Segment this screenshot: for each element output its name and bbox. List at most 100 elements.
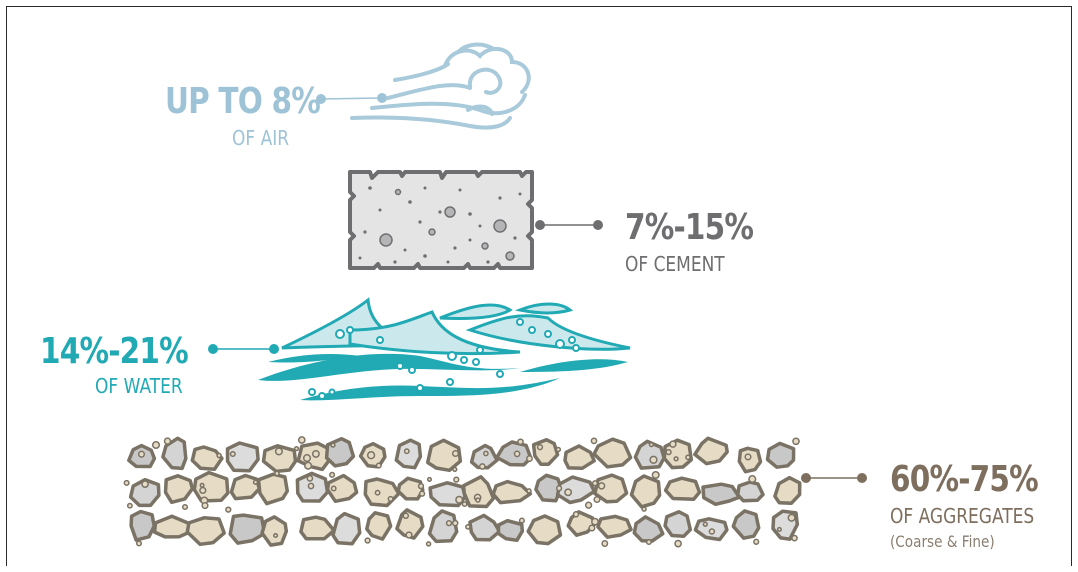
aggregate-pebble (536, 444, 544, 451)
aggregate-pebble (792, 437, 800, 446)
aggregate-stone (260, 515, 289, 547)
aggregate-stone (129, 509, 156, 542)
aggregate-pebble (465, 524, 471, 530)
aggregate-stone (663, 510, 693, 539)
cement-percent: 7%-15% (625, 207, 754, 248)
aggregate-stone (765, 441, 796, 469)
aggregate-pebble (297, 436, 306, 444)
aggregate-stone (593, 473, 629, 504)
water-label: OF WATER (95, 374, 183, 398)
aggregate-pebble (455, 495, 464, 504)
aggregates-connector (801, 473, 867, 483)
aggregate-pebble (451, 519, 459, 527)
aggregate-pebble (329, 471, 336, 478)
aggregate-pebble (306, 475, 314, 482)
aggregate-pebble (478, 463, 486, 470)
aggregate-stone (735, 480, 765, 503)
aggregate-stone (496, 518, 525, 543)
aggregate-stone (663, 476, 702, 501)
aggregate-pebble (425, 541, 432, 547)
aggregate-pebble (674, 539, 682, 548)
aggregate-pebble (518, 517, 525, 524)
aggregate-pebble (141, 480, 149, 488)
aggregate-stone (531, 437, 560, 467)
aggregate-pebble (225, 506, 232, 513)
aggregate-stone (469, 443, 499, 470)
aggregate-stone (394, 438, 423, 470)
water-percent: 14%-21% (40, 331, 189, 372)
aggregate-pebble (387, 495, 394, 502)
aggregate-pebble (555, 485, 563, 492)
aggregate-pebble (641, 506, 647, 512)
aggregate-pebble (311, 449, 320, 458)
aggregate-stone (128, 477, 161, 508)
aggregate-pebble (199, 486, 207, 495)
air-cloud-icon (350, 42, 531, 130)
cement-label: OF CEMENT (625, 252, 725, 276)
aggregate-pebble (787, 513, 796, 522)
aggregate-pebble (445, 519, 453, 527)
aggregate-stone (152, 514, 194, 539)
aggregate-pebble (776, 526, 782, 532)
aggregate-stone (331, 511, 362, 546)
aggregate-pebble (452, 466, 458, 473)
aggregate-pebble (123, 479, 130, 486)
aggregate-pebble (199, 482, 205, 488)
aggregate-stone (592, 437, 633, 469)
cement-connector (535, 220, 603, 230)
aggregate-pebble (374, 489, 381, 496)
aggregate-stone (228, 513, 267, 545)
aggregate-pebble (426, 476, 433, 482)
aggregate-pebble (584, 501, 593, 509)
aggregate-pebble (597, 482, 606, 490)
aggregate-stone (737, 446, 763, 474)
air-percent: UP TO 8% (165, 81, 321, 122)
aggregate-pebble (591, 480, 599, 487)
aggregate-pebble (649, 455, 658, 464)
aggregate-pebble (451, 449, 460, 458)
aggregate-pebble (648, 441, 655, 448)
aggregate-pebble (405, 531, 413, 539)
aggregate-stone (325, 473, 359, 504)
aggregate-pebble (417, 482, 425, 490)
aggregate-pebble (475, 497, 481, 503)
aggregate-stone (185, 516, 226, 547)
aggregate-pebble (702, 521, 708, 527)
aggregate-pebble (572, 511, 580, 518)
aggregate-pebble (151, 440, 161, 450)
aggregate-stone (526, 514, 563, 546)
water-waves-icon (258, 297, 631, 401)
aggregate-pebble (708, 528, 716, 535)
aggregate-pebble (593, 495, 601, 504)
aggregates-label: OF AGGREGATES (890, 504, 1035, 528)
aggregate-stone (566, 510, 597, 537)
aggregate-pebble (753, 538, 760, 545)
aggregate-pebble (588, 524, 596, 532)
aggregate-pebble (673, 456, 679, 462)
aggregate-stone (324, 436, 356, 468)
air-connector (316, 93, 387, 104)
aggregate-pebble (375, 462, 382, 469)
aggregate-stone (701, 482, 742, 507)
aggregates-percent: 60%-75% (890, 459, 1039, 500)
aggregate-pebble (645, 538, 652, 546)
aggregate-pebble (126, 502, 133, 509)
aggregate-pebble (461, 501, 468, 508)
aggregate-pebble (748, 475, 757, 484)
aggregate-stone (190, 445, 224, 471)
aggregate-pebble (135, 540, 143, 547)
aggregate-stone (731, 509, 761, 540)
aggregate-stone (491, 479, 533, 505)
aggregate-pebble (418, 490, 426, 497)
aggregate-pebble (513, 450, 521, 458)
aggregate-pebble (307, 482, 315, 490)
aggregate-pebble (517, 438, 524, 446)
aggregate-stone (161, 436, 188, 471)
air-label: OF AIR (232, 126, 290, 150)
aggregate-pebble (483, 450, 489, 457)
aggregate-pebble (366, 451, 376, 460)
aggregate-pebble (302, 454, 312, 463)
aggregate-stone (693, 436, 729, 466)
aggregate-pebble (453, 476, 460, 483)
